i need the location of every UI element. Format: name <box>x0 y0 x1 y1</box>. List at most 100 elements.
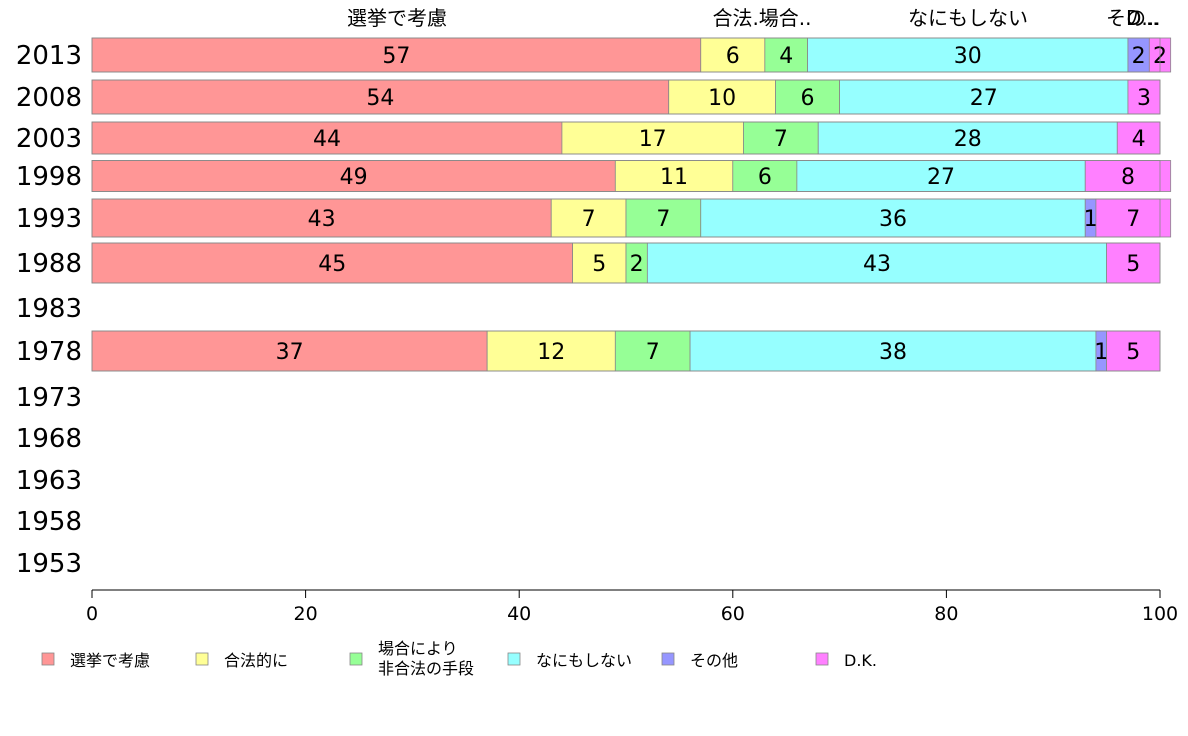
bar-1978-series-2 <box>614 330 691 372</box>
bar-label-2008-series-0: 54 <box>366 86 394 111</box>
bar-outline-1988 <box>91 242 1161 284</box>
bar-label-1993-series-5: 7 <box>1126 207 1140 232</box>
bars: 57 6 4 30 2 254 10 6 27 344 17 7 28 449 11 6 27 843 7 7 36 1 7… <box>91 37 1172 372</box>
bar-label-1988-series-5: 5 <box>1126 252 1140 277</box>
bar-label-2008-series-2: 6 <box>801 86 815 111</box>
x-tick-label-20: 20 <box>294 603 318 625</box>
year-labels: 2013 2008 2003 1998 1993 1988 1983 1978 1973 1968… <box>16 41 82 579</box>
year-label-2013: 2013 <box>16 41 82 71</box>
bar-1998-series-0 <box>91 160 616 192</box>
bar-2003-series-3 <box>817 121 1118 155</box>
bar-1993-series-1 <box>550 198 627 238</box>
year-label-1953: 1953 <box>16 549 82 579</box>
legend-swatch-4 <box>661 652 675 666</box>
bar-label-1998-series-0: 49 <box>340 165 368 190</box>
legend-label-2: 場合により非合法の手段 <box>378 639 474 678</box>
bar-2003-series-5 <box>1116 121 1161 155</box>
bar-label-1988-series-0: 45 <box>318 252 346 277</box>
x-tick-label-60: 60 <box>721 603 745 625</box>
legend: 選挙で考慮 合法的に 場合により非合法の手段 なにもしない その他 D.K. <box>41 639 877 678</box>
bar-label-2008-series-3: 27 <box>970 86 998 111</box>
bar-outline-2013 <box>91 37 1161 73</box>
x-tick-label-100: 100 <box>1142 603 1178 625</box>
bar-label-2013-series-1: 6 <box>726 44 740 69</box>
legend-swatch-0 <box>41 652 55 666</box>
legend-label-1: 合法的に <box>224 651 288 670</box>
legend-label-4: その他 <box>690 651 738 670</box>
year-label-2003: 2003 <box>16 124 82 154</box>
bar-outline-1998 <box>91 160 1161 192</box>
bar-1978-series-5 <box>1106 330 1161 372</box>
top-label-2: なにもしない <box>908 6 1028 30</box>
bar-label-1993-series-2: 7 <box>656 207 670 232</box>
bar-label-2013-series-3: 30 <box>954 44 982 69</box>
year-label-1973: 1973 <box>16 383 82 413</box>
bar-label-1998-series-3: 27 <box>927 165 955 190</box>
bar-label-1993-series-3: 36 <box>879 207 907 232</box>
bar-2013-series-2 <box>764 37 808 73</box>
bar-label-1993-series-0: 43 <box>308 207 336 232</box>
bar-label-2013-series-2: 4 <box>779 44 793 69</box>
bar-label-1998-series-1: 11 <box>660 165 688 190</box>
year-label-2008: 2008 <box>16 83 82 113</box>
bar-outline-2003 <box>91 121 1161 155</box>
bar-1988-series-0 <box>91 242 574 284</box>
year-label-1958: 1958 <box>16 507 82 537</box>
bar-label-1993-series-1: 7 <box>582 207 596 232</box>
bar-label-2013-series-0: 57 <box>382 44 410 69</box>
bar-label-1978-series-2: 7 <box>646 340 660 365</box>
bar-label-2003-series-5: 4 <box>1132 127 1146 152</box>
bar-1998-series-5 <box>1084 160 1172 192</box>
bar-label-1978-series-3: 38 <box>879 340 907 365</box>
legend-swatch-2 <box>349 652 363 666</box>
top-label-3: その.. <box>1106 6 1159 30</box>
bar-2013-series-0 <box>91 37 702 73</box>
top-labels: 選挙で考慮 合法.場合.. なにもしない その..D... <box>347 6 1160 30</box>
bar-label-2003-series-0: 44 <box>313 127 341 152</box>
bar-outline-1993 <box>91 198 1161 238</box>
year-label-1988: 1988 <box>16 249 82 279</box>
bar-label-2008-series-1: 10 <box>708 86 736 111</box>
bar-label-2008-series-5: 3 <box>1137 86 1151 111</box>
bar-1993-series-3 <box>700 198 1086 238</box>
top-label-1: 合法.場合.. <box>712 6 811 30</box>
top-label-4: D... <box>1126 6 1160 30</box>
legend-label-5: D.K. <box>844 651 877 670</box>
bar-2008-series-2 <box>775 79 841 115</box>
year-label-1978: 1978 <box>16 337 82 367</box>
year-label-1983: 1983 <box>16 294 82 324</box>
x-axis: 0 20 40 60 80 100 <box>86 589 1178 625</box>
bar-label-1998-series-5: 8 <box>1121 165 1135 190</box>
top-label-0: 選挙で考慮 <box>347 6 447 30</box>
bar-label-1993-series-4: 1 <box>1084 207 1098 232</box>
bar-outline-2008 <box>91 79 1161 115</box>
bar-1988-series-5 <box>1106 242 1161 284</box>
year-label-1968: 1968 <box>16 424 82 454</box>
bar-label-1978-series-4: 1 <box>1094 340 1108 365</box>
legend-swatch-1 <box>195 652 209 666</box>
bar-label-1978-series-0: 37 <box>276 340 304 365</box>
bar-1993-series-0 <box>91 198 552 238</box>
bar-outline-1978 <box>91 330 1161 372</box>
legend-swatch-5 <box>815 652 829 666</box>
legend-label-3: なにもしない <box>536 651 632 670</box>
year-label-1963: 1963 <box>16 466 82 496</box>
year-label-1998: 1998 <box>16 162 82 192</box>
bar-label-2003-series-2: 7 <box>774 127 788 152</box>
bar-label-1998-series-2: 6 <box>758 165 772 190</box>
legend-swatch-3 <box>507 652 521 666</box>
bar-label-1988-series-2: 2 <box>630 252 644 277</box>
bar-1978-series-1 <box>486 330 616 372</box>
bar-label-2003-series-3: 28 <box>954 127 982 152</box>
year-label-1993: 1993 <box>16 204 82 234</box>
bar-label-1978-series-1: 12 <box>537 340 565 365</box>
bar-label-2003-series-1: 17 <box>639 127 667 152</box>
x-tick-label-40: 40 <box>507 603 531 625</box>
x-tick-label-80: 80 <box>934 603 958 625</box>
bar-label-1988-series-1: 5 <box>592 252 606 277</box>
legend-label-0: 選挙で考慮 <box>70 651 150 670</box>
bar-label-2013-series-4: 2 <box>1132 44 1146 69</box>
bar-label-1988-series-3: 43 <box>863 252 891 277</box>
bar-1993-series-5 <box>1095 198 1172 238</box>
x-tick-label-0: 0 <box>86 603 98 625</box>
